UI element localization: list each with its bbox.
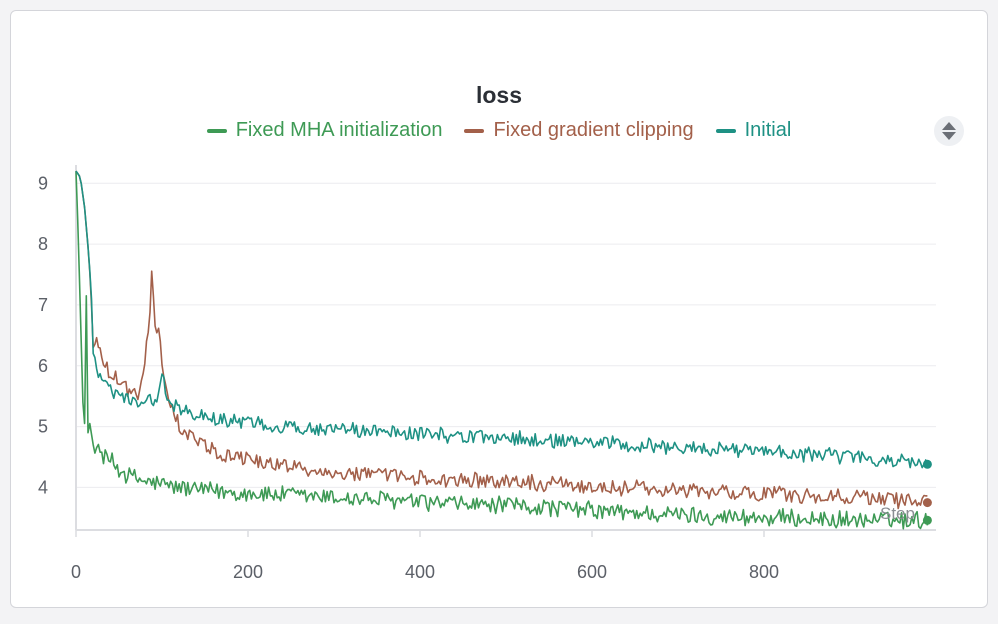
series-line-fixed-gradient-clipping bbox=[75, 170, 928, 510]
x-tick-label: 600 bbox=[577, 562, 607, 582]
y-tick-label: 5 bbox=[38, 417, 48, 437]
series-layer bbox=[75, 170, 929, 530]
legend-label-clipping: Fixed gradient clipping bbox=[493, 119, 694, 141]
series-endpoints bbox=[922, 459, 932, 525]
x-axis-label: Step bbox=[880, 504, 915, 523]
grid bbox=[76, 182, 936, 488]
axes: 4 5 6 7 8 9 0 200 400 600 800 bbox=[38, 165, 936, 582]
x-tick-label: 400 bbox=[405, 562, 435, 582]
legend-swatch-clipping bbox=[464, 128, 485, 133]
y-tick-label: 6 bbox=[38, 356, 48, 376]
sort-arrows-icon bbox=[942, 122, 956, 140]
y-tick-label: 9 bbox=[38, 173, 48, 193]
legend-swatch-mha bbox=[206, 128, 227, 133]
legend-swatch-initial bbox=[715, 128, 736, 133]
series-endpoint bbox=[922, 515, 932, 525]
x-tick-label: 200 bbox=[233, 562, 263, 582]
series-line-initial bbox=[75, 170, 929, 469]
y-tick-label: 4 bbox=[38, 477, 48, 497]
legend: Fixed MHA initialization Fixed gradient … bbox=[0, 119, 998, 142]
y-tick-label: 8 bbox=[38, 234, 48, 254]
series-endpoint bbox=[922, 498, 932, 508]
legend-label-mha: Fixed MHA initialization bbox=[235, 119, 443, 141]
x-tick-label: 800 bbox=[749, 562, 779, 582]
legend-item-initial[interactable]: Initial bbox=[715, 119, 792, 142]
legend-item-mha[interactable]: Fixed MHA initialization bbox=[206, 119, 443, 142]
chart-panel bbox=[10, 10, 988, 608]
legend-label-initial: Initial bbox=[744, 119, 792, 141]
sort-button[interactable] bbox=[934, 116, 964, 146]
series-line-fixed-mha-initialization bbox=[75, 171, 929, 530]
panel-title: loss bbox=[475, 82, 523, 108]
series-endpoint bbox=[922, 459, 932, 469]
y-tick-label: 7 bbox=[38, 295, 48, 315]
x-tick-label: 0 bbox=[71, 562, 81, 582]
legend-item-clipping[interactable]: Fixed gradient clipping bbox=[464, 119, 694, 142]
